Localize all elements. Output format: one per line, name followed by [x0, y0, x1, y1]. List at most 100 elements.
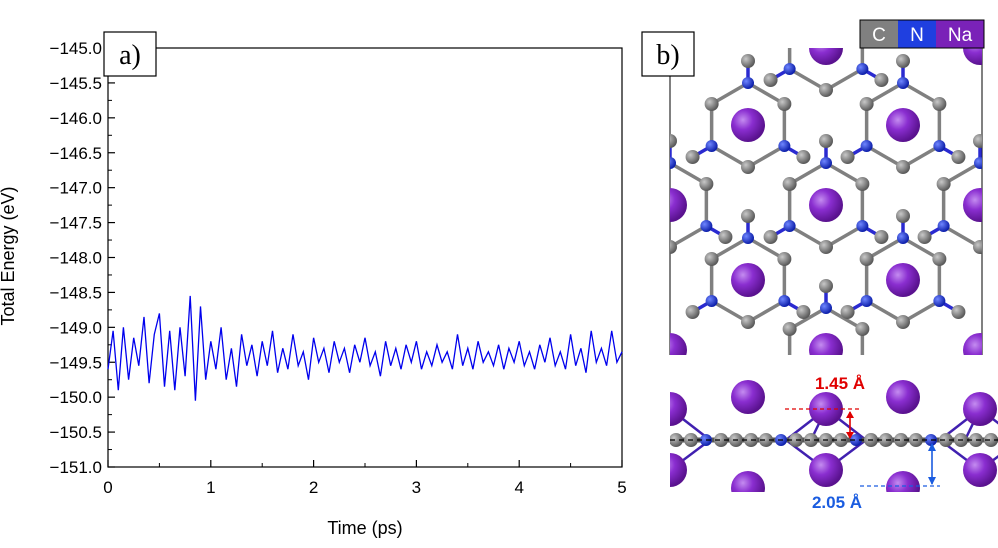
- y-tick-label: −150.5: [50, 423, 102, 442]
- carbon-atom: [782, 322, 797, 336]
- bond: [979, 243, 982, 249]
- carbon-atom: [796, 150, 811, 164]
- bond: [710, 299, 749, 324]
- carbon-atom: [777, 97, 792, 111]
- bond: [670, 163, 671, 166]
- bond: [902, 144, 941, 169]
- carbon-atom: [932, 97, 947, 111]
- carbon-atom: [939, 433, 953, 447]
- x-axis-label: Time (ps): [327, 518, 402, 538]
- bond: [771, 371, 790, 382]
- legend-swatch-n: [898, 20, 936, 48]
- x-tick-label: 3: [412, 478, 421, 497]
- bond: [747, 144, 786, 169]
- y-tick-label: −151.0: [50, 458, 102, 477]
- sodium-atom: [963, 453, 997, 487]
- carbon-atom: [894, 433, 908, 447]
- y-axis: −145.0 −145.5 −146.0 −146.5 −147.0 −147.5 −148…: [50, 39, 115, 477]
- bond: [902, 81, 941, 106]
- legend-label-c: C: [872, 25, 886, 46]
- y-tick-label: −147.0: [50, 179, 102, 198]
- sodium-atom: [670, 453, 687, 487]
- sodium-atom: [670, 188, 687, 222]
- bond: [710, 81, 749, 106]
- sodium-atom: [886, 108, 920, 142]
- sodium-atom: [963, 188, 982, 222]
- carbon-atom: [819, 83, 833, 97]
- nitrogen-atom: [897, 77, 909, 89]
- nitrogen-atom: [778, 295, 791, 307]
- y-axis-label: Total Energy (eV): [0, 186, 18, 325]
- carbon-atom: [670, 240, 677, 254]
- nitrogen-atom: [742, 77, 754, 89]
- nitrogen-atom: [820, 157, 832, 169]
- blue-distance-marker: [860, 443, 940, 487]
- sodium-atom: [731, 471, 765, 492]
- nitrogen-atom: [820, 302, 832, 314]
- nitrogen-atom: [820, 0, 832, 12]
- sodium-atom: [963, 333, 982, 355]
- carbon-atom: [704, 97, 719, 111]
- y-tick-label: −149.0: [50, 318, 102, 337]
- carbon-atom: [984, 433, 998, 447]
- bond: [710, 144, 749, 169]
- bond: [788, 306, 827, 331]
- nitrogen-atom: [670, 157, 676, 169]
- carbon-atom: [804, 433, 818, 447]
- carbon-atom: [855, 322, 870, 336]
- sodium-atom: [731, 108, 765, 142]
- plot-frame: [107, 47, 623, 468]
- bond: [825, 306, 864, 331]
- bond: [788, 161, 827, 186]
- nitrogen-atom: [742, 232, 754, 244]
- nitrogen-atom: [778, 140, 791, 152]
- nitrogen-atom: [850, 434, 862, 446]
- y-tick-label: −145.0: [50, 39, 102, 58]
- carbon-atom: [763, 73, 778, 87]
- carbon-atom: [896, 315, 910, 329]
- carbon-atom: [741, 315, 755, 329]
- carbon-atom: [704, 252, 719, 266]
- carbon-atom: [670, 134, 677, 148]
- energy-series-line: [107, 295, 623, 401]
- bond: [865, 81, 904, 106]
- bond: [710, 236, 749, 261]
- y-tick-label: −150.0: [50, 388, 102, 407]
- carbon-atom: [874, 73, 889, 87]
- nitrogen-atom: [897, 232, 909, 244]
- y-tick-label: −147.5: [50, 214, 102, 233]
- sodium-atom: [809, 333, 843, 355]
- carbon-atom: [685, 305, 700, 319]
- sodium-atom: [963, 48, 982, 65]
- bond: [670, 409, 672, 412]
- bond: [865, 144, 904, 169]
- nitrogen-atom: [783, 63, 796, 75]
- x-tick-label: 1: [206, 478, 215, 497]
- x-axis: 0 1 2 3 4 5: [103, 460, 627, 497]
- bond: [747, 236, 786, 261]
- legend-swatch-c: [860, 20, 898, 48]
- element-legend: C N Na: [859, 19, 985, 49]
- x-tick-label: 5: [617, 478, 626, 497]
- nitrogen-atom: [856, 220, 869, 232]
- sodium-atom: [670, 333, 687, 355]
- nitrogen-atom: [933, 295, 946, 307]
- nitrogen-atom: [705, 295, 718, 307]
- carbon-atom: [699, 177, 714, 191]
- bond: [979, 161, 982, 167]
- nitrogen-atom: [860, 140, 873, 152]
- sodium-atom: [809, 392, 843, 426]
- bond: [670, 409, 671, 411]
- sodium-atom: [963, 392, 997, 426]
- carbon-atom: [840, 305, 855, 319]
- sodium-atom: [670, 392, 687, 426]
- bond: [670, 161, 708, 186]
- sodium-atom: [809, 48, 843, 65]
- bond: [942, 161, 981, 186]
- carbon-atom: [759, 433, 773, 447]
- sodium-atom: [886, 471, 920, 492]
- carbon-atom: [782, 177, 797, 191]
- bond: [942, 224, 981, 249]
- sodium-atom: [731, 380, 765, 414]
- carbon-atom: [796, 305, 811, 319]
